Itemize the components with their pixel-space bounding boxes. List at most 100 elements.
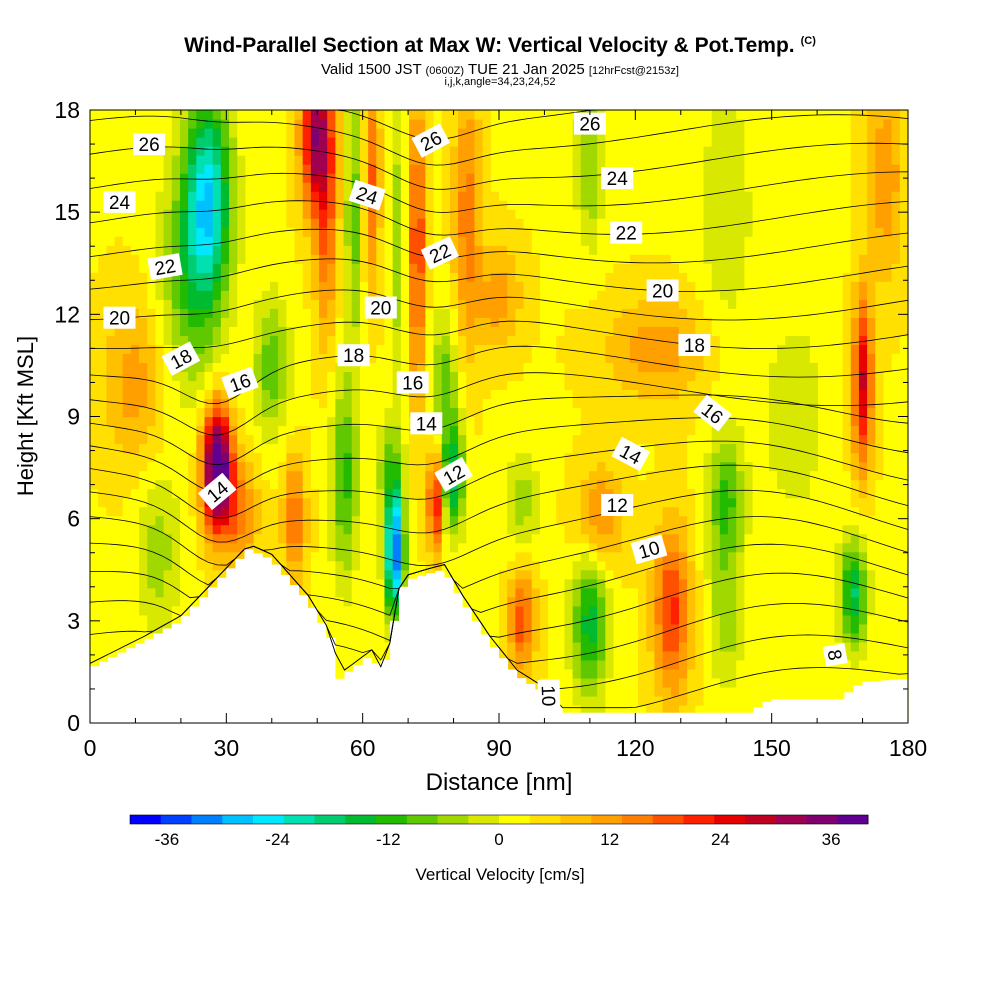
velocity-cell	[515, 155, 525, 165]
velocity-cell	[638, 479, 647, 490]
velocity-cell	[458, 371, 467, 382]
velocity-cell	[171, 218, 181, 228]
velocity-cell	[163, 389, 173, 400]
velocity-cell	[147, 614, 157, 625]
velocity-cell	[548, 218, 557, 228]
velocity-cell	[638, 218, 647, 228]
velocity-cell	[621, 542, 631, 553]
velocity-cell	[539, 344, 549, 354]
velocity-cell	[490, 227, 500, 237]
velocity-cell	[335, 524, 345, 535]
velocity-cell	[507, 650, 516, 661]
velocity-cell	[523, 515, 533, 526]
velocity-cell	[327, 551, 336, 562]
velocity-cell	[359, 290, 369, 300]
velocity-cell	[335, 272, 345, 282]
velocity-cell	[490, 497, 500, 508]
velocity-cell	[302, 542, 312, 553]
velocity-cell	[188, 191, 197, 201]
velocity-cell	[319, 164, 328, 174]
velocity-cell	[654, 344, 664, 354]
velocity-cell	[286, 236, 296, 246]
velocity-cell	[613, 290, 623, 300]
velocity-cell	[548, 335, 557, 345]
velocity-cell	[417, 155, 426, 165]
velocity-cell	[343, 470, 353, 481]
velocity-cell	[646, 443, 656, 454]
velocity-cell	[179, 425, 189, 436]
velocity-cell	[417, 218, 426, 228]
velocity-cell	[229, 254, 238, 264]
velocity-cell	[556, 272, 566, 282]
velocity-cell	[106, 164, 116, 174]
velocity-cell	[106, 560, 116, 571]
velocity-cell	[662, 236, 672, 246]
velocity-cell	[204, 380, 214, 391]
velocity-cell	[588, 524, 598, 535]
velocity-cell	[662, 524, 672, 535]
velocity-cell	[106, 272, 116, 282]
velocity-cell	[474, 416, 484, 427]
velocity-cell	[515, 416, 525, 427]
velocity-cell	[572, 587, 582, 598]
velocity-cell	[458, 227, 467, 237]
velocity-cell	[523, 263, 533, 273]
velocity-cell	[662, 191, 672, 201]
velocity-cell	[335, 281, 345, 291]
velocity-cell	[212, 254, 222, 264]
velocity-cell	[400, 353, 410, 364]
velocity-cell	[597, 236, 606, 246]
velocity-cell	[629, 704, 639, 715]
velocity-cell	[441, 218, 451, 228]
velocity-cell	[294, 335, 304, 345]
velocity-cell	[343, 146, 353, 156]
velocity-cell	[351, 362, 361, 373]
velocity-cell	[319, 443, 328, 454]
velocity-cell	[368, 209, 377, 219]
velocity-cell	[90, 551, 99, 562]
velocity-cell	[474, 119, 484, 129]
velocity-cell	[392, 569, 402, 580]
velocity-cell	[278, 326, 287, 336]
velocity-cell	[327, 623, 336, 634]
velocity-cell	[196, 209, 206, 219]
velocity-cell	[98, 209, 107, 219]
velocity-cell	[613, 695, 623, 706]
velocity-cell	[98, 533, 107, 544]
velocity-cell	[466, 542, 476, 553]
velocity-cell	[122, 299, 132, 309]
velocity-cell	[670, 470, 680, 481]
velocity-cell	[204, 470, 214, 481]
velocity-cell	[171, 245, 181, 255]
velocity-cell	[106, 416, 116, 427]
velocity-cell	[629, 650, 639, 661]
velocity-cell	[196, 317, 206, 327]
velocity-cell	[449, 200, 459, 210]
velocity-cell	[580, 326, 590, 336]
velocity-cell	[458, 416, 467, 427]
velocity-cell	[646, 272, 656, 282]
velocity-cell	[229, 362, 238, 373]
velocity-cell	[572, 443, 582, 454]
velocity-cell	[425, 452, 435, 463]
velocity-cell	[147, 200, 157, 210]
velocity-cell	[629, 164, 639, 174]
velocity-cell	[229, 299, 238, 309]
velocity-cell	[188, 209, 197, 219]
velocity-cell	[621, 119, 631, 129]
velocity-cell	[368, 164, 377, 174]
velocity-cell	[351, 245, 361, 255]
velocity-cell	[400, 407, 410, 418]
velocity-cell	[400, 398, 410, 409]
velocity-cell	[319, 380, 328, 391]
velocity-cell	[106, 182, 116, 192]
velocity-cell	[253, 362, 263, 373]
velocity-cell	[130, 227, 140, 237]
velocity-cell	[343, 236, 353, 246]
velocity-cell	[302, 128, 312, 138]
velocity-cell	[188, 434, 197, 445]
velocity-cell	[171, 587, 181, 598]
velocity-cell	[564, 578, 574, 589]
velocity-cell	[327, 128, 336, 138]
velocity-cell	[171, 389, 181, 400]
